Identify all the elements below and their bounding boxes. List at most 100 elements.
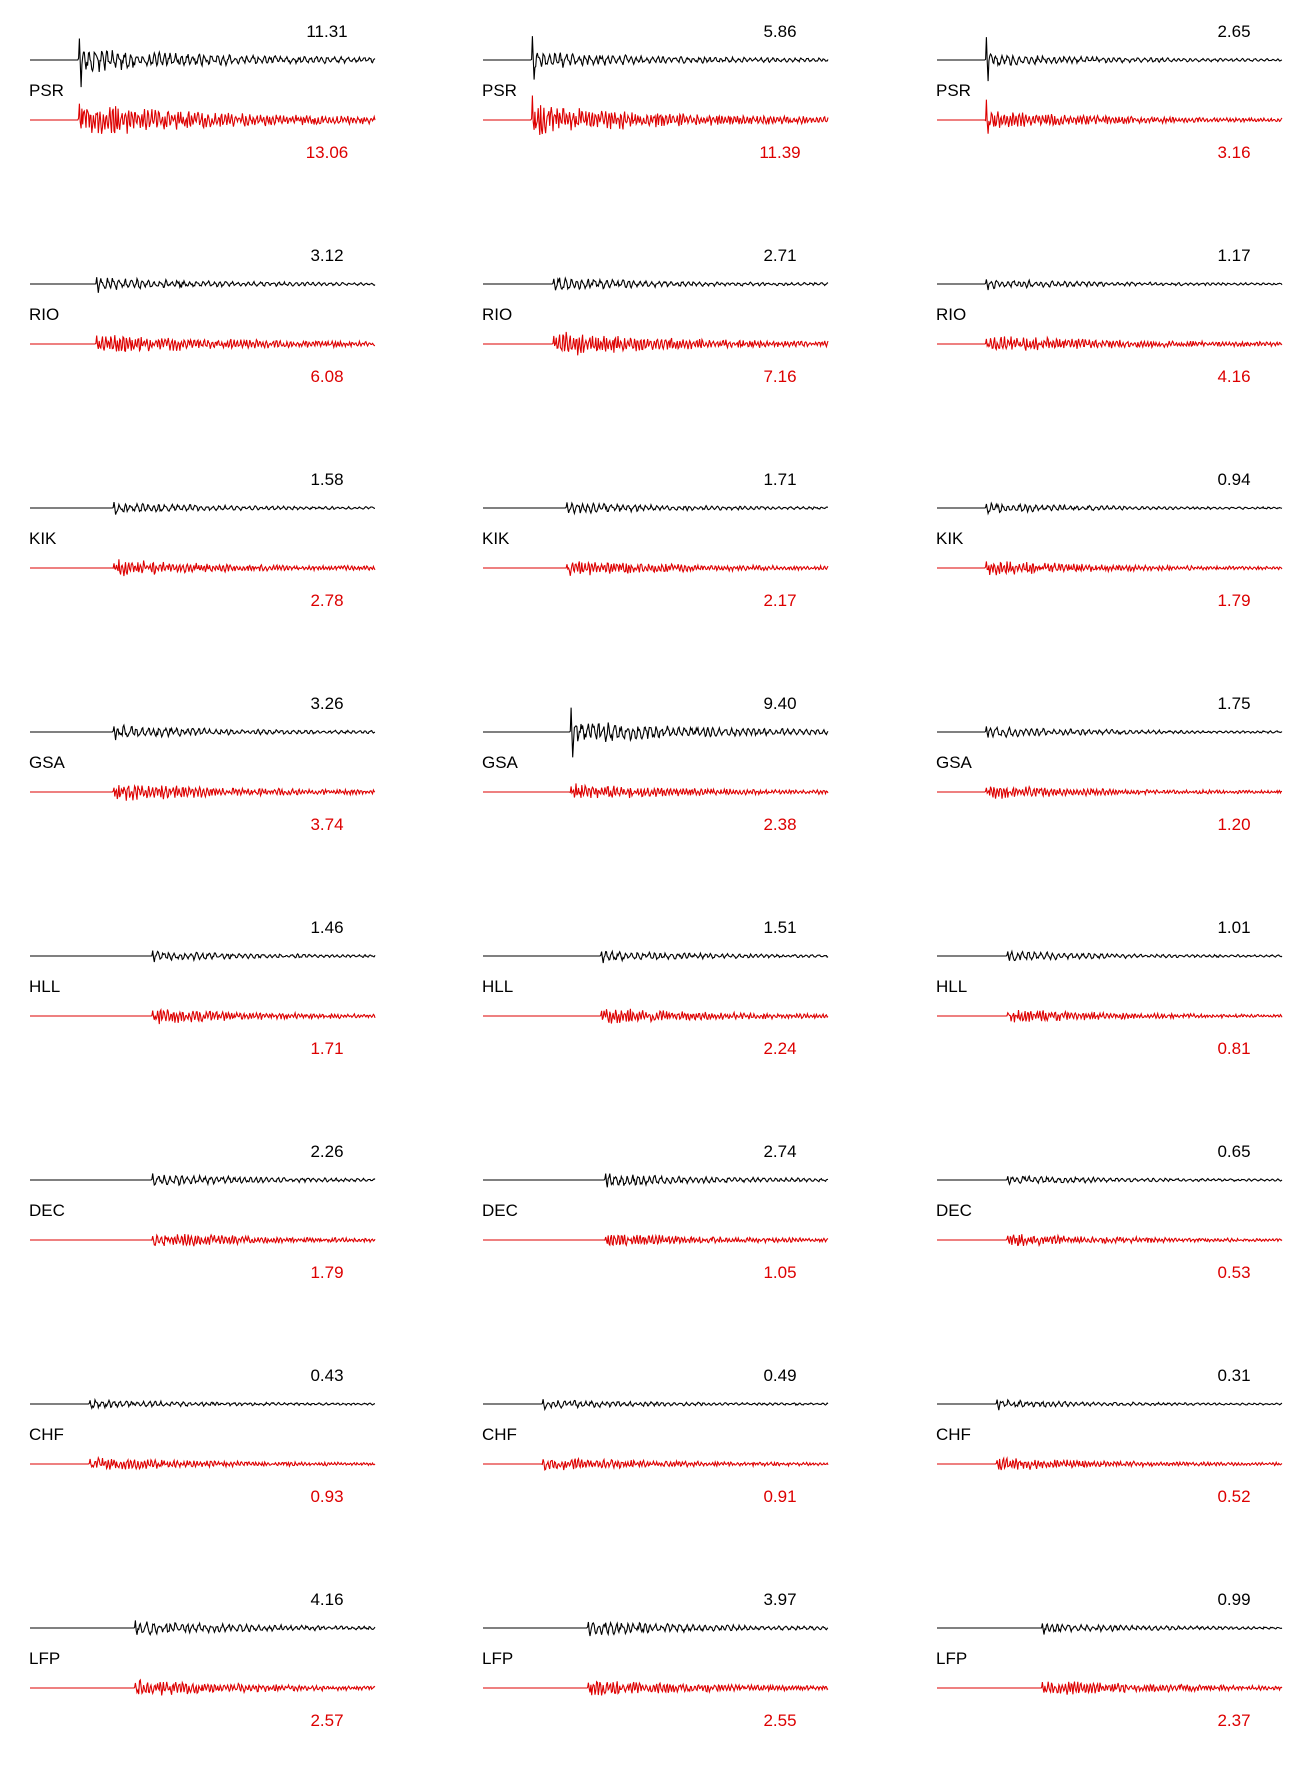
panel-kik-col1: KIK 1.58 2.78 (29, 470, 376, 610)
station-label: RIO (29, 305, 59, 324)
red-trace (937, 335, 1283, 352)
black-amplitude-label: 2.71 (763, 246, 796, 265)
red-trace (483, 1233, 829, 1248)
black-trace (937, 37, 1283, 82)
black-amplitude-label: 1.58 (310, 470, 343, 489)
black-trace (30, 950, 376, 963)
panel-lfp-col1: LFP 4.16 2.57 (29, 1590, 376, 1730)
red-amplitude-label: 1.79 (310, 1263, 343, 1282)
black-trace (483, 1620, 829, 1637)
black-trace (937, 949, 1283, 962)
station-label: PSR (482, 81, 517, 100)
station-label: GSA (936, 753, 973, 772)
black-amplitude-label: 1.46 (310, 918, 343, 937)
red-amplitude-label: 2.78 (310, 591, 343, 610)
station-label: PSR (29, 81, 64, 100)
red-trace (30, 103, 376, 134)
station-label: DEC (29, 1201, 65, 1220)
black-amplitude-label: 11.31 (306, 22, 347, 41)
red-amplitude-label: 13.06 (306, 143, 349, 162)
black-trace (30, 1173, 376, 1187)
black-amplitude-label: 0.65 (1217, 1142, 1250, 1161)
black-trace (937, 725, 1283, 739)
panel-kik-col3: KIK 0.94 1.79 (936, 470, 1283, 610)
red-trace (937, 1009, 1283, 1023)
red-trace (30, 1455, 376, 1471)
station-label: HLL (482, 977, 513, 996)
black-trace (30, 1620, 376, 1636)
red-amplitude-label: 0.53 (1217, 1263, 1250, 1282)
black-amplitude-label: 1.01 (1217, 918, 1250, 937)
panel-dec-col2: DEC 2.74 1.05 (482, 1142, 829, 1282)
black-amplitude-label: 4.16 (310, 1590, 343, 1609)
black-trace (937, 501, 1283, 516)
station-label: LFP (482, 1649, 513, 1668)
station-label: CHF (482, 1425, 517, 1444)
black-trace (30, 38, 376, 88)
panel-dec-col3: DEC 0.65 0.53 (936, 1142, 1283, 1282)
black-amplitude-label: 1.17 (1217, 246, 1250, 265)
red-amplitude-label: 2.38 (763, 815, 796, 834)
red-amplitude-label: 4.16 (1217, 367, 1250, 386)
red-amplitude-label: 0.81 (1217, 1039, 1250, 1058)
red-amplitude-label: 2.57 (310, 1711, 343, 1730)
red-trace (30, 1678, 376, 1696)
red-amplitude-label: 1.05 (763, 1263, 796, 1282)
panel-psr-col1: PSR 11.31 13.06 (29, 22, 376, 162)
red-amplitude-label: 1.79 (1217, 591, 1250, 610)
black-trace (30, 276, 376, 293)
red-trace (30, 1233, 376, 1247)
panel-chf-col3: CHF 0.31 0.52 (936, 1366, 1283, 1506)
black-trace (937, 1398, 1283, 1411)
panel-chf-col1: CHF 0.43 0.93 (29, 1366, 376, 1506)
red-amplitude-label: 1.20 (1217, 815, 1250, 834)
panel-hll-col3: HLL 1.01 0.81 (936, 918, 1283, 1058)
red-amplitude-label: 6.08 (310, 367, 343, 386)
red-amplitude-label: 2.37 (1217, 1711, 1250, 1730)
station-label: HLL (29, 977, 60, 996)
panel-rio-col3: RIO 1.17 4.16 (936, 246, 1283, 386)
station-label: DEC (482, 1201, 518, 1220)
black-amplitude-label: 3.97 (763, 1590, 796, 1609)
red-amplitude-label: 1.71 (310, 1039, 343, 1058)
red-trace (30, 784, 376, 801)
black-trace (483, 1399, 829, 1412)
red-trace (937, 561, 1283, 576)
black-trace (483, 276, 829, 291)
panel-rio-col2: RIO 2.71 7.16 (482, 246, 829, 386)
black-amplitude-label: 2.65 (1217, 22, 1250, 41)
station-label: RIO (482, 305, 512, 324)
panel-lfp-col3: LFP 0.99 2.37 (936, 1590, 1283, 1730)
black-trace (937, 1174, 1283, 1186)
black-amplitude-label: 0.31 (1217, 1366, 1250, 1385)
black-trace (937, 278, 1283, 291)
panel-kik-col2: KIK 1.71 2.17 (482, 470, 829, 610)
panel-gsa-col3: GSA 1.75 1.20 (936, 694, 1283, 834)
red-trace (937, 1681, 1283, 1695)
black-amplitude-label: 2.26 (310, 1142, 343, 1161)
panel-rio-col1: RIO 3.12 6.08 (29, 246, 376, 386)
station-label: CHF (29, 1425, 64, 1444)
panel-hll-col2: HLL 1.51 2.24 (482, 918, 829, 1058)
red-trace (483, 1008, 829, 1024)
station-label: RIO (936, 305, 966, 324)
red-amplitude-label: 0.52 (1217, 1487, 1250, 1506)
red-trace (483, 331, 829, 356)
red-trace (30, 335, 376, 353)
black-trace (30, 501, 375, 515)
red-amplitude-label: 0.91 (763, 1487, 796, 1506)
black-amplitude-label: 9.40 (763, 694, 796, 713)
black-amplitude-label: 3.26 (310, 694, 343, 713)
black-trace (937, 1622, 1283, 1635)
black-amplitude-label: 3.12 (310, 246, 343, 265)
red-amplitude-label: 3.16 (1217, 143, 1250, 162)
station-label: GSA (29, 753, 66, 772)
black-trace (30, 1397, 376, 1410)
panel-gsa-col1: GSA 3.26 3.74 (29, 694, 376, 834)
panel-hll-col1: HLL 1.46 1.71 (29, 918, 376, 1058)
black-trace (483, 1173, 829, 1188)
red-trace (483, 560, 829, 576)
black-trace (483, 36, 829, 80)
black-amplitude-label: 1.71 (763, 470, 796, 489)
